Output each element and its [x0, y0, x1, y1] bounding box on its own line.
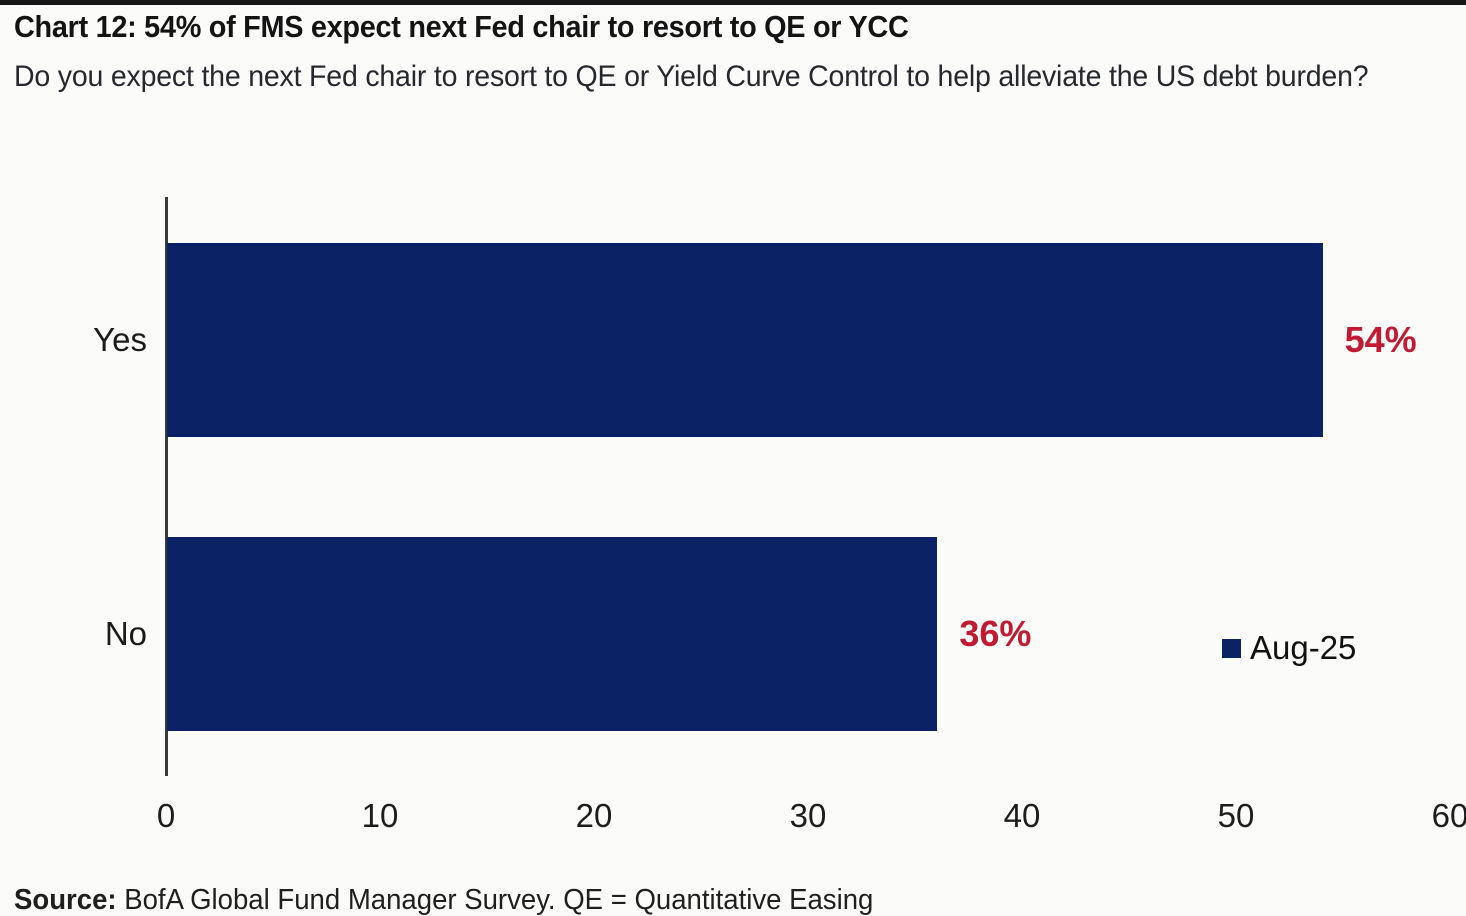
bar-no [167, 537, 938, 731]
bar-yes [167, 243, 1323, 437]
x-tick-label: 10 [361, 797, 399, 834]
legend: Aug-25 [1222, 629, 1357, 666]
y-axis-line [165, 197, 168, 776]
source-line: Source: BofA Global Fund Manager Survey.… [14, 884, 873, 916]
x-tick-label: 40 [1003, 797, 1041, 834]
category-label-no: No [104, 615, 147, 652]
x-tick-label: 30 [789, 797, 827, 834]
chart-title: Chart 12: 54% of FMS expect next Fed cha… [14, 9, 909, 44]
bar-row-yes: Yes 54% [93, 243, 1451, 437]
x-tick-label: 60 [1431, 797, 1466, 834]
value-label-yes: 54% [1344, 319, 1417, 360]
legend-label: Aug-25 [1250, 629, 1357, 666]
value-label-no: 36% [959, 613, 1032, 654]
source-text: BofA Global Fund Manager Survey. QE = Qu… [116, 884, 874, 916]
x-tick-label: 0 [156, 797, 176, 834]
category-label-yes: Yes [93, 321, 147, 358]
bar-row-no: No 36% [105, 537, 1451, 731]
x-tick-label: 20 [575, 797, 613, 834]
top-crop-strip [0, 0, 1466, 5]
legend-swatch-icon [1222, 638, 1241, 658]
x-tick-label: 50 [1217, 797, 1255, 834]
x-axis: 0 10 20 30 40 50 60 [157, 797, 1466, 837]
chart-subtitle: Do you expect the next Fed chair to reso… [14, 60, 1369, 93]
source-label: Source: [14, 884, 117, 916]
